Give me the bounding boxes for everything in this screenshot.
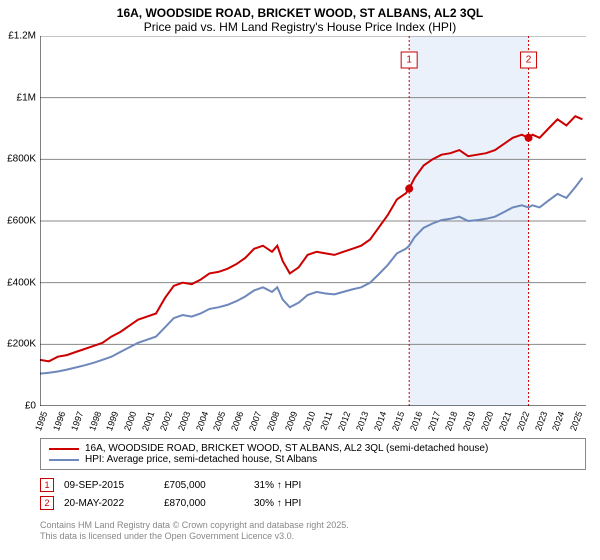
legend-row: HPI: Average price, semi-detached house,… <box>49 454 577 465</box>
sale-price: £870,000 <box>164 498 244 509</box>
sale-pct-vs-hpi: 30% ↑ HPI <box>254 498 344 509</box>
x-tick-label: 2014 <box>372 410 388 432</box>
x-tick-label: 2018 <box>444 410 460 432</box>
sale-dot-2 <box>525 134 533 142</box>
x-tick-label: 2025 <box>568 410 584 432</box>
x-tick-label: 2020 <box>479 410 495 432</box>
legend-label: 16A, WOODSIDE ROAD, BRICKET WOOD, ST ALB… <box>85 443 488 454</box>
x-tick-label: 2017 <box>426 410 442 432</box>
legend-row: 16A, WOODSIDE ROAD, BRICKET WOOD, ST ALB… <box>49 443 577 454</box>
x-tick-label: 2016 <box>408 410 424 432</box>
y-tick-label: £0 <box>25 401 36 412</box>
sale-marker-inline: 1 <box>40 478 54 492</box>
y-tick-label: £1M <box>17 92 36 103</box>
title-line1: 16A, WOODSIDE ROAD, BRICKET WOOD, ST ALB… <box>0 6 600 20</box>
x-tick-label: 1996 <box>51 410 67 432</box>
x-tick-label: 1995 <box>33 410 49 432</box>
sale-dot-1 <box>405 185 413 193</box>
legend-swatch <box>49 448 79 450</box>
x-tick-label: 2023 <box>533 410 549 432</box>
legend-label: HPI: Average price, semi-detached house,… <box>85 454 317 465</box>
sale-marker-num-1: 1 <box>406 55 412 66</box>
chart-title-block: 16A, WOODSIDE ROAD, BRICKET WOOD, ST ALB… <box>0 0 600 36</box>
sales-table: 1 09-SEP-2015 £705,000 31% ↑ HPI 2 20-MAY-202… <box>40 476 586 512</box>
attribution: Contains HM Land Registry data © Crown c… <box>40 520 586 543</box>
y-tick-label: £600K <box>7 216 36 227</box>
x-tick-label: 2004 <box>194 410 210 432</box>
legend-box: 16A, WOODSIDE ROAD, BRICKET WOOD, ST ALB… <box>40 438 586 470</box>
attribution-line1: Contains HM Land Registry data © Crown c… <box>40 520 586 531</box>
x-tick-label: 2011 <box>319 410 335 432</box>
y-tick-label: £1.2M <box>8 31 36 42</box>
x-tick-label: 2006 <box>229 410 245 432</box>
x-tick-label: 2024 <box>551 410 567 432</box>
x-tick-label: 2003 <box>176 410 192 432</box>
y-tick-label: £800K <box>7 154 36 165</box>
sales-row: 2 20-MAY-2022 £870,000 30% ↑ HPI <box>40 494 586 512</box>
x-tick-label: 2009 <box>283 410 299 432</box>
sale-date: 09-SEP-2015 <box>64 480 154 491</box>
x-tick-label: 2008 <box>265 410 281 432</box>
chart-area: £0£200K£400K£600K£800K£1M£1.2M 12 199519… <box>40 36 586 406</box>
sale-price: £705,000 <box>164 480 244 491</box>
x-tick-label: 2019 <box>461 410 477 432</box>
x-tick-label: 2010 <box>301 410 317 432</box>
y-axis-labels: £0£200K£400K£600K£800K£1M£1.2M <box>0 36 38 406</box>
y-tick-label: £400K <box>7 277 36 288</box>
x-tick-label: 1997 <box>69 410 85 432</box>
title-line2: Price paid vs. HM Land Registry's House … <box>0 20 600 34</box>
sale-date: 20-MAY-2022 <box>64 498 154 509</box>
attribution-line2: This data is licensed under the Open Gov… <box>40 531 586 542</box>
sale-pct-vs-hpi: 31% ↑ HPI <box>254 480 344 491</box>
y-tick-label: £200K <box>7 339 36 350</box>
x-tick-label: 2022 <box>515 410 531 432</box>
chart-svg: 12 <box>40 36 586 406</box>
x-tick-label: 1999 <box>105 410 121 432</box>
x-tick-label: 2001 <box>140 410 156 432</box>
sale-marker-inline: 2 <box>40 496 54 510</box>
x-tick-label: 2005 <box>212 410 228 432</box>
x-tick-label: 2021 <box>497 410 513 432</box>
x-axis-labels: 1995199619971998199920002001200220032004… <box>40 406 586 434</box>
x-tick-label: 2002 <box>158 410 174 432</box>
x-tick-label: 2013 <box>354 410 370 432</box>
x-tick-label: 2000 <box>122 410 138 432</box>
x-tick-label: 2012 <box>336 410 352 432</box>
x-tick-label: 1998 <box>87 410 103 432</box>
sales-row: 1 09-SEP-2015 £705,000 31% ↑ HPI <box>40 476 586 494</box>
legend-swatch <box>49 459 79 461</box>
x-tick-label: 2007 <box>247 410 263 432</box>
sale-marker-num-2: 2 <box>526 55 532 66</box>
x-tick-label: 2015 <box>390 410 406 432</box>
